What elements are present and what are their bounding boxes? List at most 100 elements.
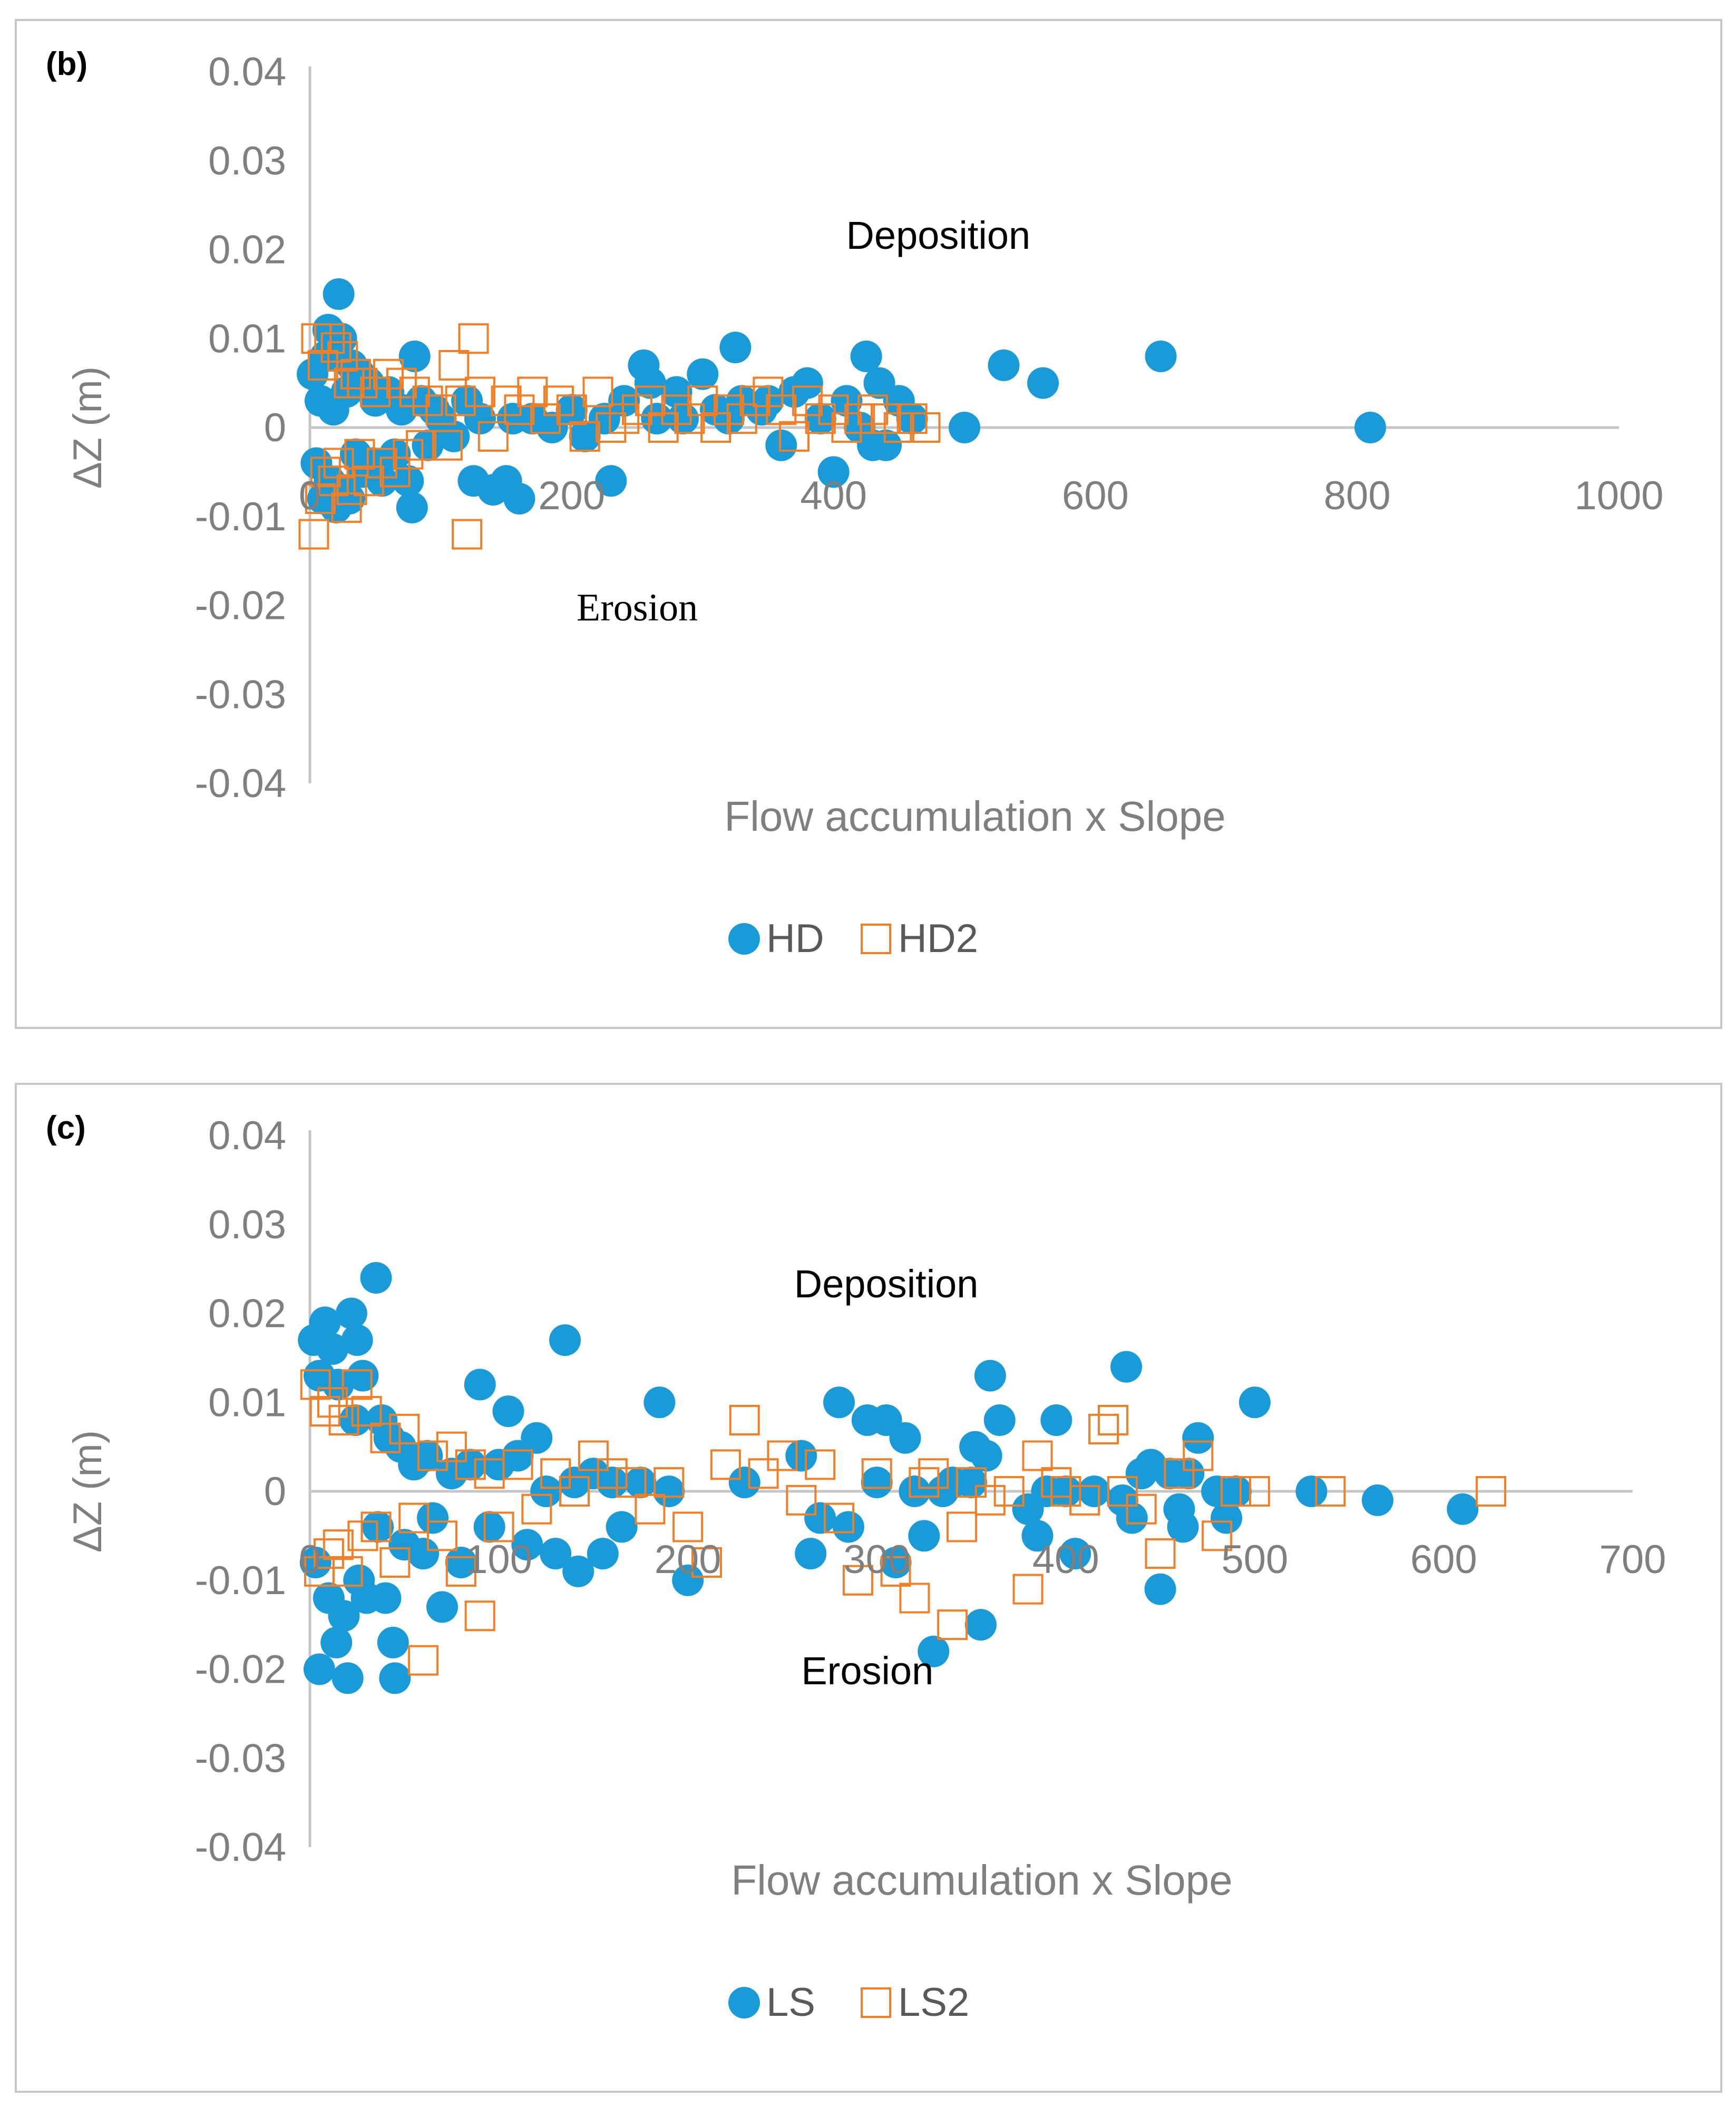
- data-point-ls: [880, 1547, 912, 1578]
- y-tick-label: 0: [264, 1469, 286, 1514]
- data-point-hd: [850, 341, 882, 372]
- data-point-ls: [317, 1333, 349, 1365]
- data-point-ls: [369, 1582, 402, 1614]
- data-point-hd2: [331, 492, 362, 523]
- data-point-hd2: [373, 358, 404, 390]
- data-point-hd2: [739, 385, 771, 416]
- data-point-ls2: [1183, 1440, 1214, 1471]
- data-point-ls2: [300, 1369, 331, 1400]
- data-point-ls2: [1164, 1458, 1195, 1489]
- data-point-hd: [398, 341, 431, 372]
- data-point-hd: [503, 483, 535, 515]
- y-tick-label: 0.04: [208, 50, 286, 94]
- data-point-ls: [908, 1520, 940, 1552]
- data-point-ls: [1447, 1493, 1479, 1525]
- data-point-ls2: [1022, 1440, 1053, 1471]
- legend-label-ls: LS: [766, 1980, 815, 2025]
- y-tick-label: 0: [264, 405, 286, 450]
- panel-label: (c): [46, 1110, 86, 1146]
- x-tick-label: 800: [1324, 473, 1391, 518]
- data-point-ls2: [1097, 1405, 1128, 1435]
- data-point-ls2: [748, 1458, 779, 1489]
- data-point-ls2: [880, 1556, 911, 1587]
- data-point-ls2: [654, 1467, 685, 1498]
- x-axis-title: Flow accumulation x Slope: [724, 793, 1226, 840]
- data-point-ls2: [635, 1493, 666, 1525]
- legend: LS LS2: [728, 1980, 969, 2025]
- data-point-ls2: [842, 1565, 873, 1596]
- data-point-hd2: [648, 412, 679, 443]
- x-tick-label: 600: [1062, 473, 1129, 518]
- panel-label: (b): [46, 46, 87, 82]
- data-point-ls2: [597, 1458, 628, 1489]
- data-point-ls2: [1088, 1413, 1119, 1444]
- data-point-ls: [728, 1467, 760, 1499]
- data-point-ls2: [1315, 1476, 1346, 1507]
- data-point-ls: [596, 1467, 628, 1499]
- data-point-hd2: [366, 448, 397, 479]
- data-point-hd2: [504, 394, 535, 425]
- data-point-ls: [1211, 1502, 1243, 1534]
- data-point-ls: [970, 1440, 1002, 1472]
- data-point-hd2: [609, 403, 640, 434]
- data-point-hd2: [818, 394, 849, 425]
- data-point-hd: [1027, 367, 1059, 399]
- data-point-ls: [1220, 1476, 1252, 1507]
- erosion-annotation: Erosion: [577, 586, 698, 629]
- data-point-hd2: [458, 323, 489, 354]
- data-point-ls2: [317, 1387, 348, 1418]
- data-point-hd2: [622, 394, 652, 425]
- data-point-hd2: [412, 385, 443, 416]
- data-point-hd2: [582, 376, 613, 407]
- data-point-hd2: [379, 457, 411, 488]
- data-point-ls: [804, 1502, 836, 1534]
- deposition-annotation: Deposition: [846, 213, 1030, 257]
- data-point-ls: [1238, 1386, 1271, 1419]
- x-tick-label: 600: [1410, 1537, 1477, 1582]
- data-point-ls: [445, 1547, 477, 1578]
- y-tick-label: 0.03: [208, 1202, 286, 1247]
- data-point-ls: [347, 1360, 379, 1392]
- data-point-hd2: [805, 403, 836, 434]
- data-point-hd: [804, 403, 836, 435]
- chart-panel-b: (b) 0.04 0.03 0.02 0.01 0 -0.01 -0.02 -0.03 -0.04…: [15, 19, 1722, 1029]
- data-point-ls: [625, 1467, 657, 1499]
- data-point-ls: [464, 1369, 496, 1401]
- data-point-hd2: [779, 421, 810, 452]
- data-point-hd2: [543, 385, 574, 416]
- data-point-hd: [396, 491, 428, 523]
- data-point-hd: [831, 385, 863, 417]
- data-point-ls: [832, 1511, 864, 1543]
- x-tick-label: 0: [299, 473, 321, 518]
- data-point-ls2: [1476, 1476, 1507, 1507]
- data-point-hd2: [314, 323, 345, 354]
- data-point-hd2: [530, 403, 561, 434]
- data-point-hd2: [425, 394, 456, 425]
- data-point-ls2: [805, 1449, 836, 1480]
- data-point-hd: [817, 456, 850, 488]
- data-point-hd2: [857, 394, 889, 425]
- data-point-hd2: [896, 403, 928, 434]
- data-point-hd: [438, 420, 470, 452]
- data-point-ls2: [1012, 1574, 1043, 1605]
- data-point-ls2: [309, 1396, 340, 1427]
- data-point-ls2: [1221, 1476, 1251, 1507]
- data-point-ls: [899, 1476, 931, 1507]
- data-point-ls2: [974, 1484, 1006, 1516]
- y-tick-label: -0.02: [195, 584, 286, 628]
- x-tick-label: 100: [465, 1537, 532, 1582]
- data-point-hd2: [661, 394, 692, 425]
- data-point-hd2: [844, 403, 875, 434]
- data-point-hd2: [674, 403, 705, 434]
- data-point-ls: [861, 1467, 893, 1499]
- data-point-ls: [1182, 1422, 1214, 1454]
- data-point-ls2: [389, 1413, 420, 1444]
- y-tick-label: 0.01: [208, 1380, 286, 1425]
- data-point-ls: [1050, 1476, 1082, 1507]
- data-point-ls2: [360, 1511, 392, 1542]
- data-point-ls: [309, 1306, 341, 1338]
- data-point-ls2: [1050, 1476, 1081, 1507]
- x-tick-label: 300: [843, 1537, 910, 1582]
- data-point-ls2: [502, 1449, 533, 1480]
- data-point-ls: [587, 1538, 619, 1570]
